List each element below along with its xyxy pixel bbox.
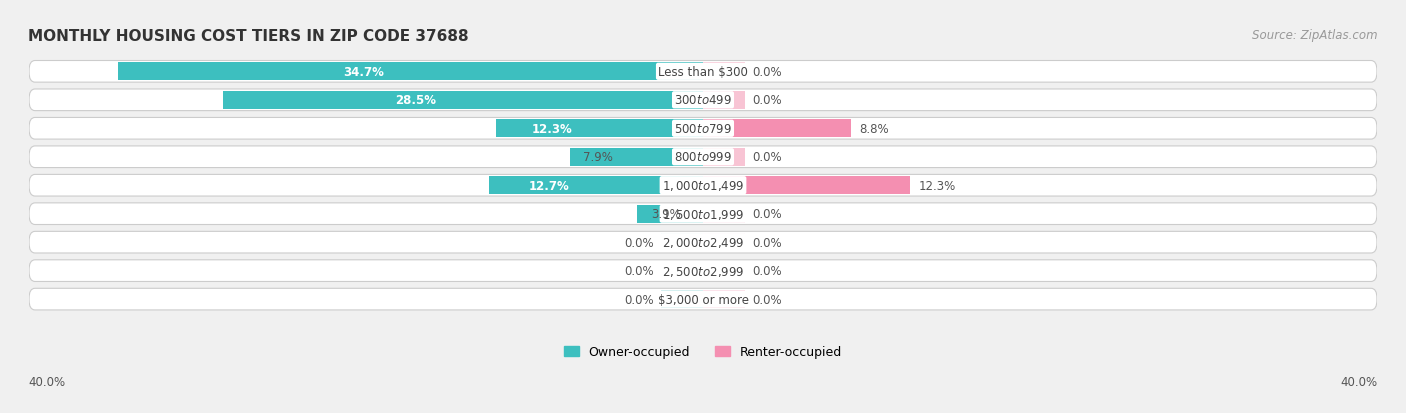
Text: 8.8%: 8.8%	[859, 123, 890, 135]
Text: 12.3%: 12.3%	[918, 179, 956, 192]
Bar	[703, 149, 745, 166]
FancyBboxPatch shape	[30, 62, 1376, 83]
Text: 0.0%: 0.0%	[752, 293, 782, 306]
Text: $1,000 to $1,499: $1,000 to $1,499	[662, 179, 744, 193]
FancyBboxPatch shape	[30, 90, 1376, 112]
Text: 7.9%: 7.9%	[583, 151, 613, 164]
Text: $300 to $499: $300 to $499	[673, 94, 733, 107]
Bar	[661, 234, 703, 252]
Text: 0.0%: 0.0%	[752, 66, 782, 78]
Bar	[496, 120, 703, 138]
Text: 28.5%: 28.5%	[395, 94, 436, 107]
Text: 0.0%: 0.0%	[752, 264, 782, 278]
Bar	[661, 262, 703, 280]
FancyBboxPatch shape	[30, 232, 1376, 253]
Text: 40.0%: 40.0%	[1341, 375, 1378, 388]
Bar	[703, 291, 745, 308]
Text: 0.0%: 0.0%	[624, 293, 654, 306]
FancyBboxPatch shape	[30, 175, 1376, 197]
Text: 0.0%: 0.0%	[752, 151, 782, 164]
Bar	[703, 205, 745, 223]
Text: 0.0%: 0.0%	[624, 236, 654, 249]
Legend: Owner-occupied, Renter-occupied: Owner-occupied, Renter-occupied	[564, 346, 842, 358]
Text: 0.0%: 0.0%	[752, 236, 782, 249]
FancyBboxPatch shape	[30, 289, 1376, 310]
Bar	[703, 177, 910, 195]
Bar	[703, 92, 745, 109]
Bar	[118, 63, 703, 81]
Bar	[661, 291, 703, 308]
Text: $1,500 to $1,999: $1,500 to $1,999	[662, 207, 744, 221]
Text: 0.0%: 0.0%	[752, 94, 782, 107]
Bar	[489, 177, 703, 195]
Text: Source: ZipAtlas.com: Source: ZipAtlas.com	[1253, 29, 1378, 42]
Bar	[703, 120, 851, 138]
Text: $800 to $999: $800 to $999	[673, 151, 733, 164]
Text: 3.9%: 3.9%	[651, 208, 681, 221]
Bar	[222, 92, 703, 109]
Bar	[703, 262, 745, 280]
Bar	[637, 205, 703, 223]
FancyBboxPatch shape	[30, 118, 1376, 140]
Text: 34.7%: 34.7%	[343, 66, 384, 78]
FancyBboxPatch shape	[30, 203, 1376, 225]
Text: $500 to $799: $500 to $799	[673, 123, 733, 135]
Text: $2,500 to $2,999: $2,500 to $2,999	[662, 264, 744, 278]
Text: $3,000 or more: $3,000 or more	[658, 293, 748, 306]
Text: 0.0%: 0.0%	[752, 208, 782, 221]
FancyBboxPatch shape	[30, 147, 1376, 168]
FancyBboxPatch shape	[30, 260, 1376, 282]
Bar	[569, 149, 703, 166]
Bar	[703, 234, 745, 252]
Text: Less than $300: Less than $300	[658, 66, 748, 78]
Text: 0.0%: 0.0%	[624, 264, 654, 278]
Text: $2,000 to $2,499: $2,000 to $2,499	[662, 235, 744, 249]
Text: 40.0%: 40.0%	[28, 375, 65, 388]
Bar	[703, 63, 745, 81]
Text: 12.7%: 12.7%	[529, 179, 569, 192]
Text: MONTHLY HOUSING COST TIERS IN ZIP CODE 37688: MONTHLY HOUSING COST TIERS IN ZIP CODE 3…	[28, 29, 468, 44]
Text: 12.3%: 12.3%	[531, 123, 572, 135]
